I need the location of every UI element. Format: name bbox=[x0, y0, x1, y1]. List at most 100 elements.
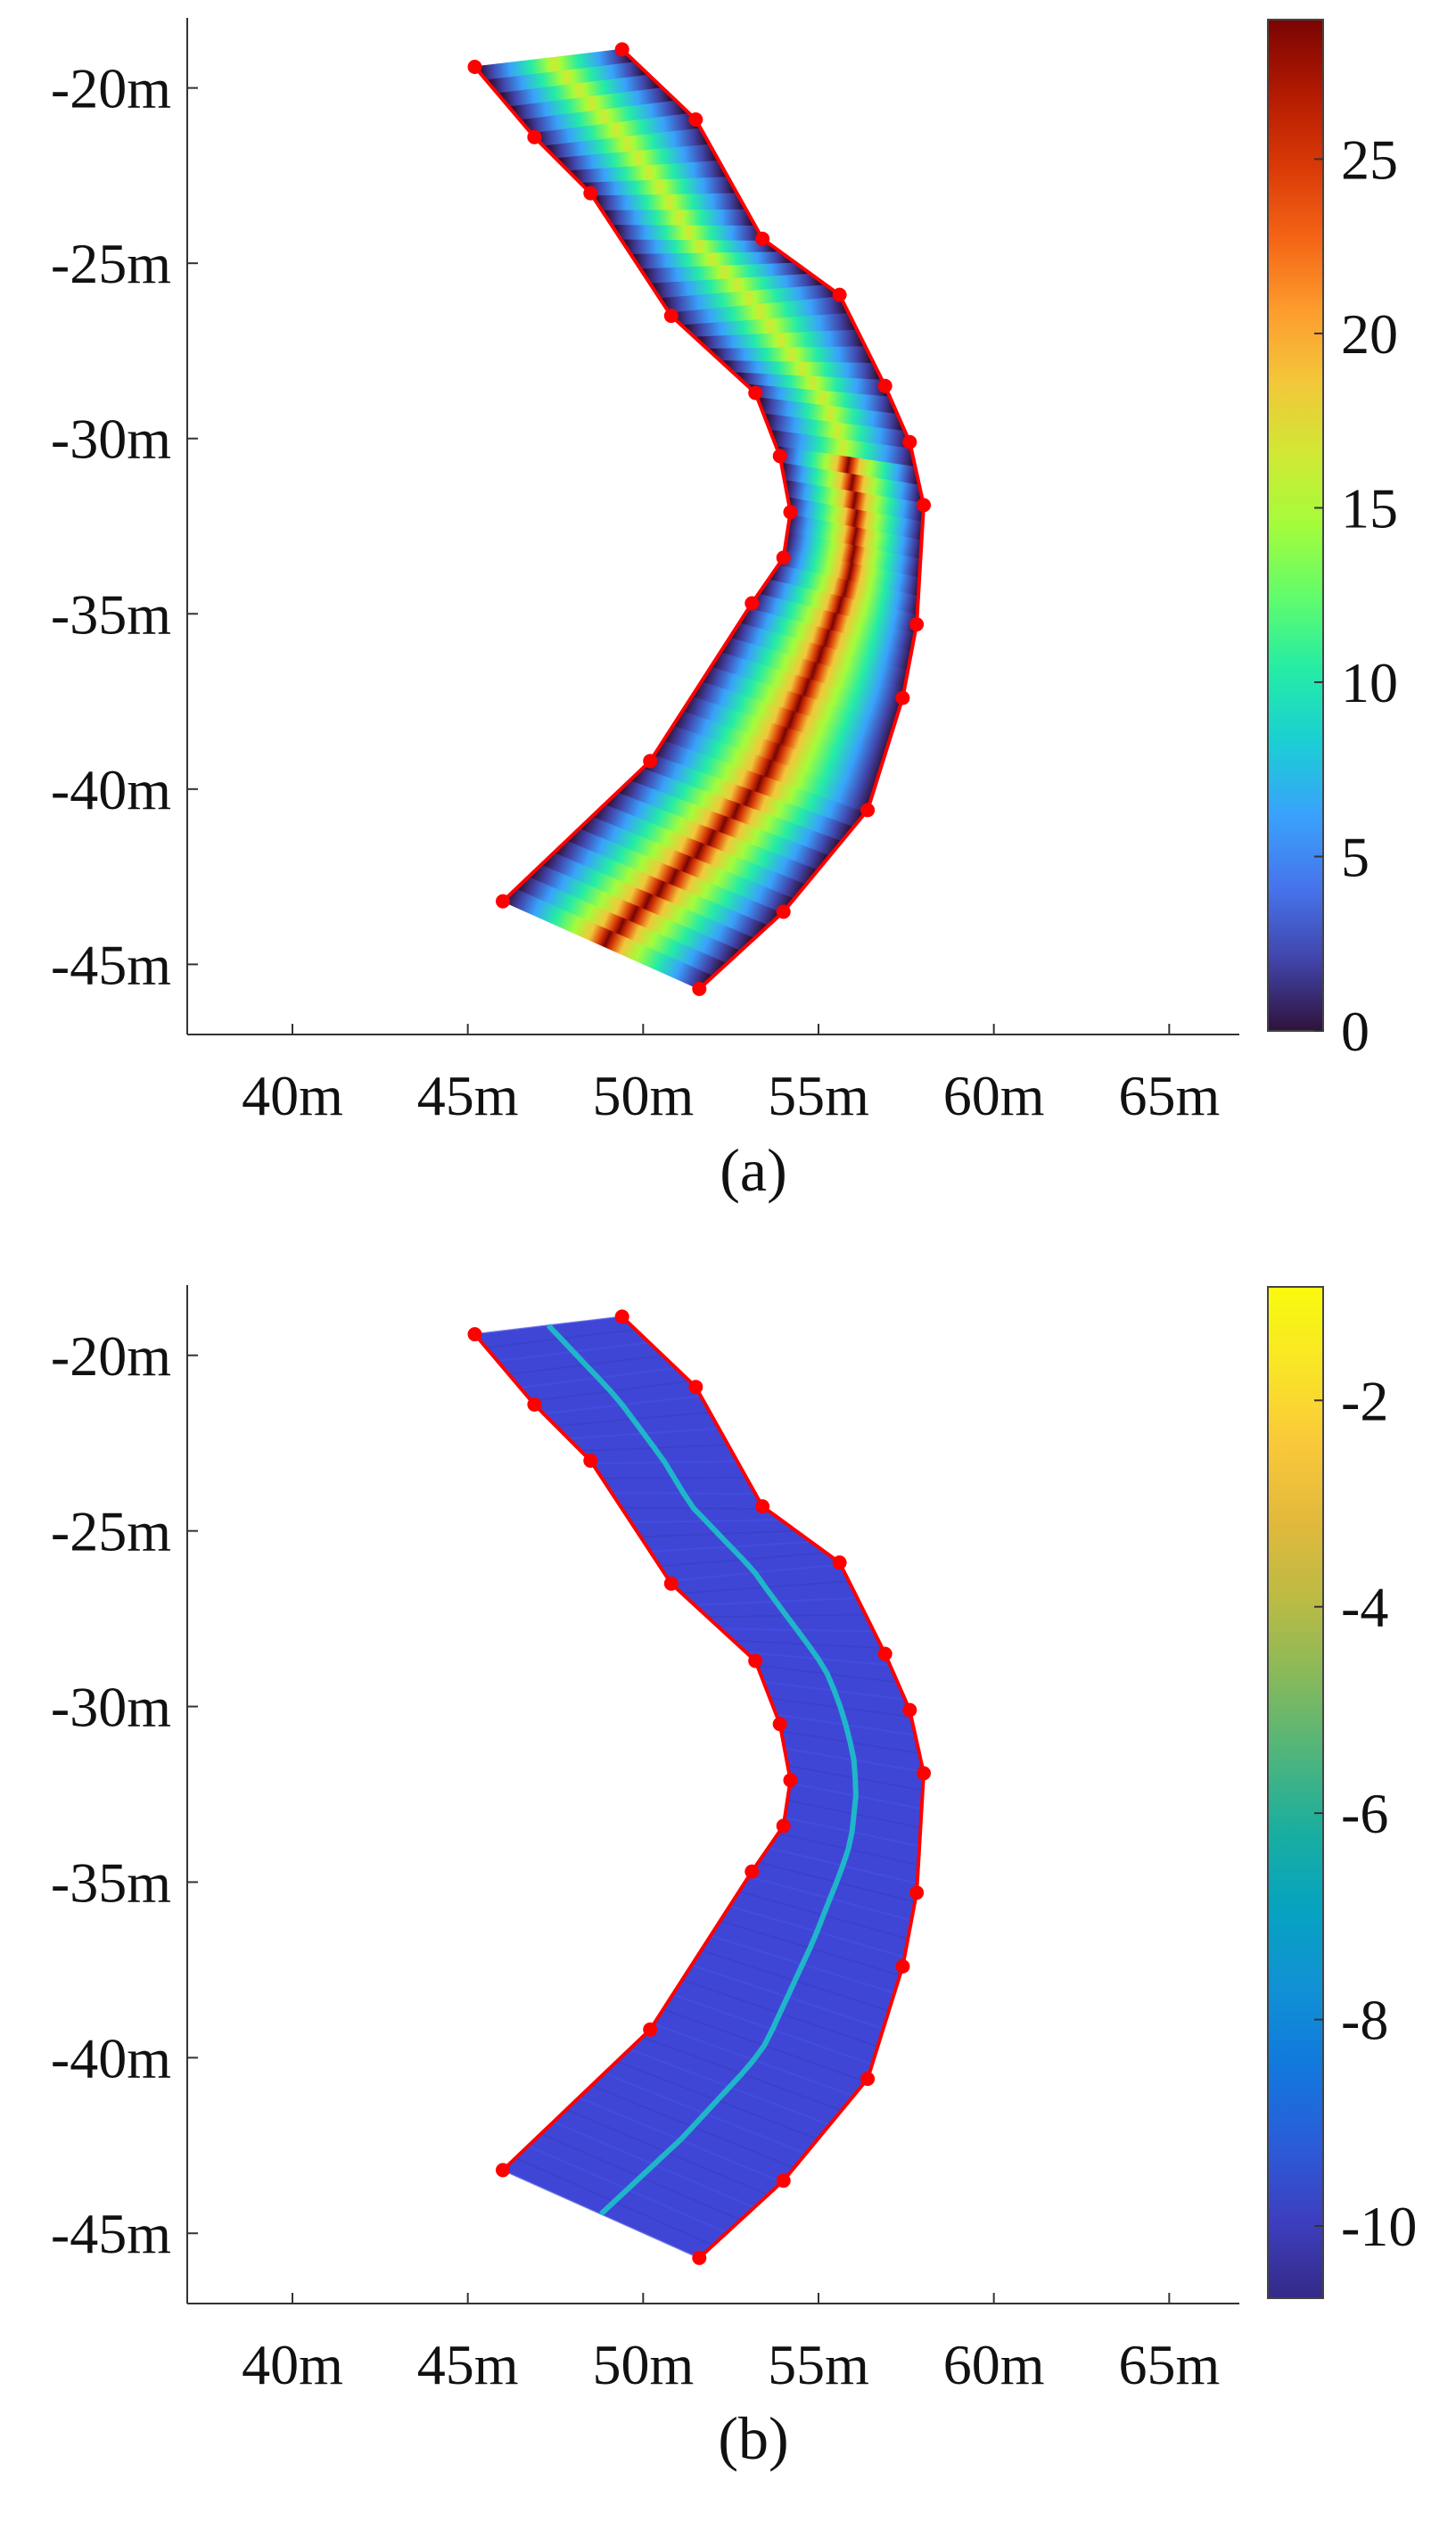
x-tick-label: 60m bbox=[943, 2333, 1045, 2396]
x-tick-label: 50m bbox=[592, 2333, 694, 2396]
boundary-point bbox=[583, 1453, 598, 1468]
axes-b bbox=[186, 1285, 1239, 2304]
colorbar-tick-label: -4 bbox=[1341, 1576, 1388, 1639]
boundary-point bbox=[902, 1702, 917, 1718]
field-strip bbox=[610, 225, 768, 243]
caption-a: (a) bbox=[720, 1136, 786, 1204]
y-ticks-b: -20m -25m -30m -35m -40m -45m bbox=[51, 1324, 198, 2265]
boundary-point bbox=[692, 2250, 707, 2265]
boundary-point bbox=[909, 617, 925, 632]
boundary-point bbox=[755, 1499, 770, 1514]
x-ticks-a: 40m 45m 50m 55m 60m 65m bbox=[242, 1024, 1220, 1127]
boundary-point bbox=[860, 803, 876, 818]
boundary-point bbox=[902, 434, 917, 449]
boundary-point bbox=[909, 1885, 925, 1900]
boundary-point bbox=[917, 498, 931, 513]
boundary-point bbox=[467, 60, 482, 74]
boundary-point bbox=[643, 2022, 658, 2037]
colorbar-ticks-b: -2 -4 -6 -8 -10 bbox=[1314, 1369, 1417, 2258]
y-tick-label: -20m bbox=[51, 57, 171, 120]
x-tick-label: 60m bbox=[943, 1064, 1045, 1127]
boundary-point bbox=[744, 596, 760, 611]
boundary-point bbox=[748, 385, 763, 400]
colorbar-tick-label: -2 bbox=[1341, 1369, 1388, 1432]
colorbar-tick-label: 0 bbox=[1341, 1000, 1370, 1063]
boundary-point bbox=[744, 1864, 760, 1879]
boundary-point bbox=[614, 1309, 629, 1324]
y-tick-label: -45m bbox=[51, 2202, 171, 2265]
y-tick-label: -45m bbox=[51, 933, 171, 996]
boundary-point bbox=[496, 894, 510, 909]
colorbar-a bbox=[1267, 19, 1324, 1032]
y-tick-label: -20m bbox=[51, 1324, 171, 1388]
boundary-point bbox=[614, 42, 629, 57]
y-tick-label: -25m bbox=[51, 232, 171, 295]
x-tick-label: 65m bbox=[1118, 1064, 1220, 1127]
x-tick-label: 45m bbox=[417, 1064, 519, 1127]
colorbar-tick-label: 25 bbox=[1341, 128, 1398, 191]
boundary-point bbox=[772, 1717, 787, 1732]
y-tick-label: -35m bbox=[51, 582, 171, 646]
boundary-point bbox=[467, 1327, 482, 1342]
boundary-point bbox=[583, 185, 598, 201]
boundary-point bbox=[663, 1576, 679, 1591]
boundary-point bbox=[692, 981, 707, 996]
y-tick-label: -35m bbox=[51, 1850, 171, 1914]
colorbar-tick-label: 5 bbox=[1341, 825, 1370, 888]
boundary-point bbox=[748, 1653, 763, 1669]
x-tick-label: 40m bbox=[242, 2333, 343, 2396]
boundary-point bbox=[832, 1555, 847, 1570]
boundary-point bbox=[527, 129, 542, 144]
boundary-point bbox=[776, 2173, 791, 2188]
field-strip bbox=[601, 209, 757, 227]
field-a bbox=[473, 48, 925, 990]
y-tick-label: -30m bbox=[51, 1676, 171, 1739]
x-tick-label: 40m bbox=[242, 1064, 343, 1127]
boundary-point bbox=[776, 1818, 791, 1834]
boundary-point bbox=[772, 449, 787, 464]
x-tick-label: 55m bbox=[768, 2333, 869, 2396]
boundary-point bbox=[783, 1773, 798, 1788]
x-tick-label: 50m bbox=[592, 1064, 694, 1127]
field-b bbox=[474, 1315, 924, 2259]
boundary-b bbox=[467, 1309, 931, 2265]
x-tick-label: 55m bbox=[768, 1064, 869, 1127]
colorbar-tick-label: -6 bbox=[1341, 1782, 1388, 1845]
boundary-point bbox=[688, 1380, 703, 1395]
boundary-point bbox=[877, 1646, 893, 1661]
caption-b: (b) bbox=[718, 2404, 788, 2472]
boundary-point bbox=[663, 309, 679, 324]
boundary-point bbox=[832, 287, 847, 302]
colorbar-tick-label: 10 bbox=[1341, 651, 1398, 714]
y-tick-label: -40m bbox=[51, 758, 171, 821]
x-tick-label: 45m bbox=[417, 2333, 519, 2396]
centerline-ridge bbox=[546, 1323, 859, 2216]
boundary-right bbox=[621, 47, 925, 991]
y-tick-label: -40m bbox=[51, 2026, 171, 2090]
boundary-right bbox=[621, 1315, 925, 2260]
x-ticks-b: 40m 45m 50m 55m 60m 65m bbox=[242, 2293, 1220, 2396]
boundary-a bbox=[467, 42, 931, 996]
panel-a: 40m 45m 50m 55m 60m 65m -20m -25m -30m -35m -40m -… bbox=[51, 18, 1398, 1204]
boundary-point bbox=[527, 1397, 542, 1412]
colorbar-tick-label: -10 bbox=[1341, 2195, 1417, 2258]
boundary-point bbox=[783, 505, 798, 520]
boundary-point bbox=[917, 1766, 931, 1781]
y-tick-label: -30m bbox=[51, 408, 171, 471]
boundary-point bbox=[755, 231, 770, 246]
boundary-point bbox=[860, 2072, 876, 2086]
boundary-point bbox=[776, 550, 791, 565]
colorbar-tick-label: 20 bbox=[1341, 302, 1398, 366]
boundary-point bbox=[895, 690, 910, 705]
boundary-point bbox=[877, 378, 893, 393]
panel-b: 40m 45m 50m 55m 60m 65m -20m-25m-30m-35m-40m-… bbox=[51, 1285, 1417, 2472]
boundary-point bbox=[776, 904, 791, 919]
boundary-point bbox=[895, 1959, 910, 1974]
colorbar-ticks-a: 0 5 10 15 20 25 bbox=[1314, 128, 1398, 1063]
boundary-point bbox=[496, 2163, 510, 2178]
field-strip bbox=[591, 193, 748, 211]
field-fill bbox=[474, 1316, 924, 2258]
boundary-point bbox=[688, 112, 703, 127]
boundary-point bbox=[643, 754, 658, 769]
